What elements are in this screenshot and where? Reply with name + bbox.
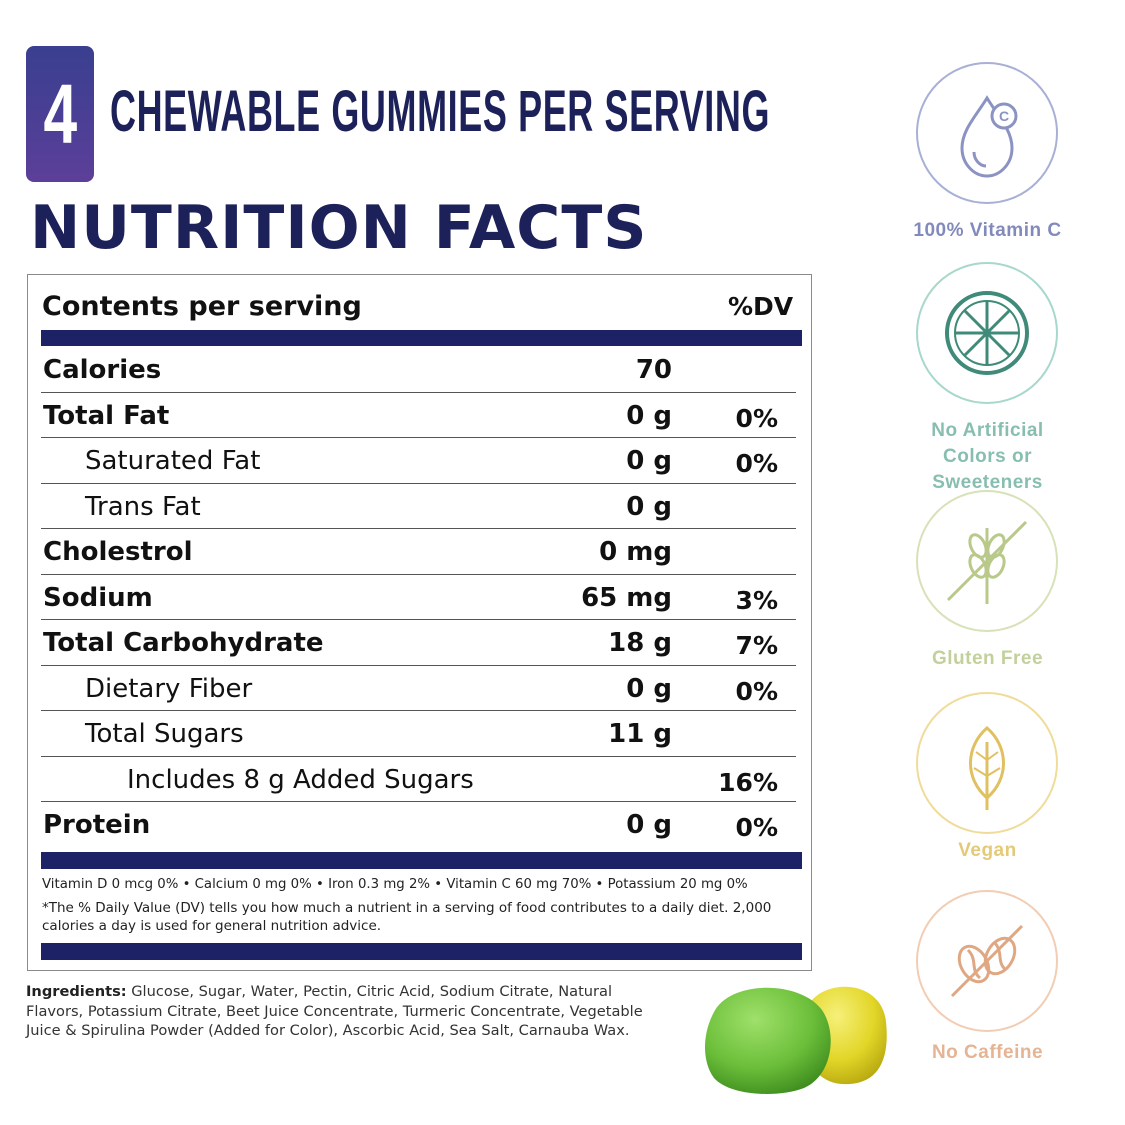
nutrient-dv: 0% [735, 813, 778, 842]
nutrient-amount: 70 [635, 355, 672, 385]
nutrient-amount: 0 mg [599, 537, 672, 567]
badge-circle [916, 262, 1058, 404]
nutrient-amount: 0 g [626, 673, 672, 704]
badge-circle: C [916, 62, 1058, 204]
vegan-leaf-icon [969, 726, 1005, 810]
nutrient-name: Includes 8 g Added Sugars [127, 764, 474, 795]
nutrition-facts-heading: NUTRITION FACTS [30, 193, 648, 263]
nutrition-facts-panel: Contents per serving %DV Calories 70 Tot… [27, 274, 812, 971]
nutrient-dv: 0% [735, 449, 778, 478]
nutrient-row-saturated-fat: Saturated Fat 0 g 0% [41, 438, 796, 484]
nutrient-name: Protein [43, 810, 151, 840]
nutrient-amount: 0 g [626, 810, 672, 840]
contents-per-serving-label: Contents per serving [42, 291, 362, 322]
divider-bar-top [41, 330, 802, 346]
badge-label: 100% Vitamin C [913, 220, 1062, 241]
nutrient-amount: 18 g [608, 628, 672, 658]
nutrient-name: Cholestrol [43, 537, 193, 567]
nutrient-dv: 16% [718, 767, 778, 797]
vitamin-drop-icon: C [960, 95, 1018, 178]
no-caffeine-bean-icon [950, 924, 1024, 998]
ingredients-label: Ingredients: [26, 983, 127, 1000]
nutrient-dv: 0% [735, 403, 778, 433]
vitamins-minerals-line: Vitamin D 0 mcg 0% • Calcium 0 mg 0% • I… [42, 877, 748, 892]
nutrient-row-dietary-fiber: Dietary Fiber 0 g 0% [41, 666, 796, 711]
nutrient-row-cholestrol: Cholestrol 0 mg [41, 529, 796, 575]
serving-count: 4 [43, 67, 77, 161]
nutrient-dv: 7% [735, 631, 778, 660]
serving-count-badge: 4 [26, 46, 94, 182]
badge-label: Gluten Free [931, 648, 1044, 669]
citrus-slice-icon [945, 291, 1029, 375]
nutrient-amount: 0 g [626, 446, 672, 476]
nutrient-row-total-fat: Total Fat 0 g 0% [41, 393, 796, 438]
nutrient-name: Total Sugars [85, 719, 244, 749]
badge-label: No Artificial Colors or Sweeteners [931, 420, 1044, 493]
nutrient-amount: 0 g [626, 491, 672, 522]
nutrient-amount: 0 g [626, 400, 672, 431]
nutrient-row-sodium: Sodium 65 mg 3% [41, 575, 796, 620]
badge-circle [916, 490, 1058, 632]
nutrient-name: Total Fat [43, 400, 170, 431]
badge-label: No Caffeine [931, 1042, 1044, 1063]
nutrient-dv: 0% [735, 676, 778, 706]
nutrient-name: Saturated Fat [85, 446, 261, 476]
facts-header: Contents per serving %DV [42, 287, 802, 327]
nutrient-name: Sodium [43, 582, 153, 613]
nutrient-row-trans-fat: Trans Fat 0 g [41, 484, 796, 529]
serving-title: CHEWABLE GUMMIES PER SERVING [110, 79, 771, 144]
nutrient-name: Trans Fat [85, 491, 201, 522]
divider-bar-bottom [41, 943, 802, 960]
nutrient-name: Dietary Fiber [85, 673, 253, 704]
gluten-free-wheat-icon [946, 520, 1028, 604]
nutrient-name: Total Carbohydrate [43, 628, 324, 658]
badge-circle [916, 890, 1058, 1032]
nutrient-row-total-carbohydrate: Total Carbohydrate 18 g 7% [41, 620, 796, 666]
gummies-illustration [705, 986, 887, 1094]
nutrient-row-total-sugars: Total Sugars 11 g [41, 711, 796, 757]
nutrient-table: Calories 70 Total Fat 0 g 0% Saturated F… [41, 347, 796, 848]
badge-label: Vegan [958, 840, 1017, 861]
ingredients-text: Ingredients: Glucose, Sugar, Water, Pect… [26, 982, 666, 1041]
nutrient-row-protein: Protein 0 g 0% [41, 802, 796, 848]
dv-column-label: %DV [728, 292, 794, 321]
nutrient-amount: 65 mg [581, 582, 672, 613]
nutrient-amount: 11 g [608, 719, 672, 749]
nutrient-row-added-sugars: Includes 8 g Added Sugars 16% [41, 757, 796, 802]
nutrient-row-calories: Calories 70 [41, 347, 796, 393]
svg-text:C: C [999, 108, 1009, 124]
badge-circle [916, 692, 1058, 834]
nutrient-dv: 3% [735, 585, 778, 615]
daily-value-footnote: *The % Daily Value (DV) tells you how mu… [42, 900, 772, 934]
divider-bar-middle [41, 852, 802, 869]
nutrient-name: Calories [43, 355, 162, 385]
ingredients-list: Glucose, Sugar, Water, Pectin, Citric Ac… [26, 983, 643, 1039]
green-gummy [705, 987, 831, 1094]
